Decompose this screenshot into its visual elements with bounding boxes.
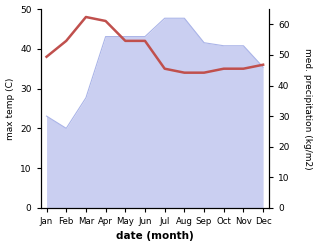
Y-axis label: max temp (C): max temp (C) [5,77,15,140]
X-axis label: date (month): date (month) [116,231,194,242]
Y-axis label: med. precipitation (kg/m2): med. precipitation (kg/m2) [303,48,313,169]
